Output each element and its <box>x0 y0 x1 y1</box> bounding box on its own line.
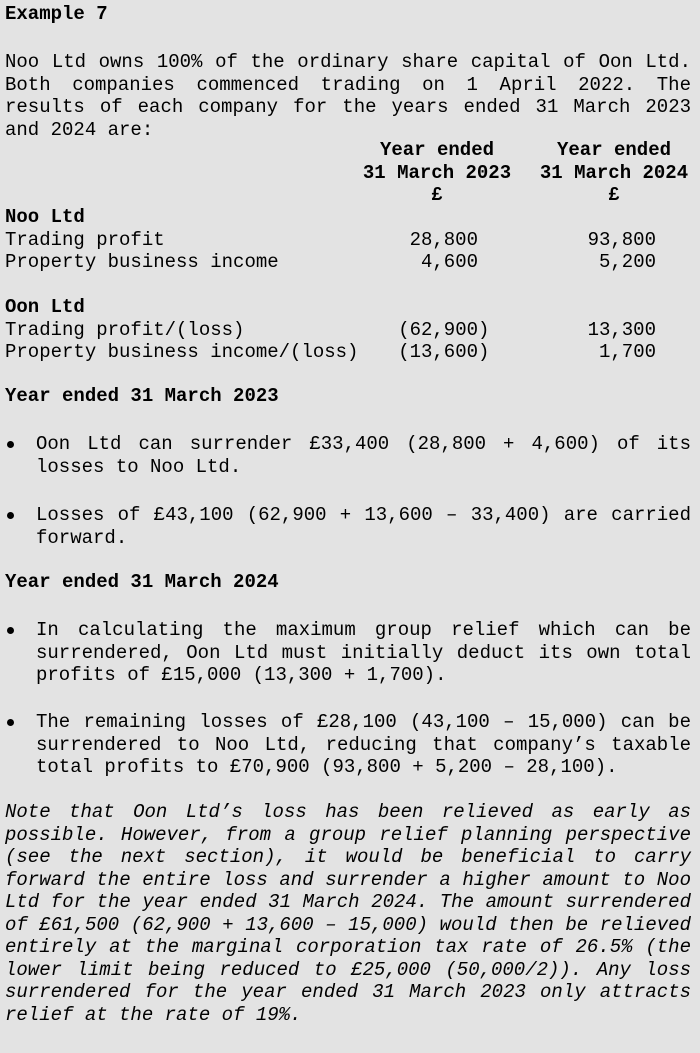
section-heading: Year ended 31 March 2023 <box>5 385 279 407</box>
column-header: £ <box>431 184 443 206</box>
note: Note that Oon Ltd’s loss has been reliev… <box>5 801 691 1026</box>
bullet-text: Oon Ltd can surrender £33,400 (28,800 + … <box>36 433 691 478</box>
row-label: Trading profit <box>5 228 165 251</box>
cell-value: 93,800 <box>587 228 656 251</box>
bullet-dot <box>7 627 14 634</box>
bullet-text: The remaining losses of £28,100 (43,100 … <box>36 711 691 778</box>
section-heading: Year ended 31 March 2024 <box>5 571 279 593</box>
cell-value: 28,800 <box>409 228 478 251</box>
row-label: Property business income/(loss) <box>5 341 359 363</box>
column-header: 31 March 2023 <box>362 161 512 184</box>
cell-value: 4,600 <box>420 251 478 273</box>
bullet-dot <box>7 441 14 448</box>
row-label: Property business income <box>5 251 279 273</box>
column-header: £ <box>608 184 620 206</box>
column-header: Year ended <box>379 139 495 161</box>
bullet-text: Losses of £43,100 (62,900 + 13,600 – 33,… <box>36 504 691 549</box>
cell-value: 13,300 <box>587 318 656 341</box>
cell-value: 1,700 <box>598 341 656 363</box>
cell-value: (13,600) <box>398 341 490 363</box>
section-name: Noo Ltd <box>5 206 85 228</box>
bullet-dot <box>7 719 14 726</box>
title: Example 7 <box>5 3 108 25</box>
cell-value: 5,200 <box>598 251 656 273</box>
bullet-dot <box>7 512 14 519</box>
column-header: Year ended <box>556 139 672 161</box>
bullet-text: In calculating the maximum group relief … <box>36 619 691 686</box>
row-label: Trading profit/(loss) <box>5 318 245 341</box>
column-header: 31 March 2024 <box>539 161 689 184</box>
cell-value: (62,900) <box>398 318 490 341</box>
section-name: Oon Ltd <box>5 296 85 318</box>
intro: Noo Ltd owns 100% of the ordinary share … <box>5 51 691 141</box>
